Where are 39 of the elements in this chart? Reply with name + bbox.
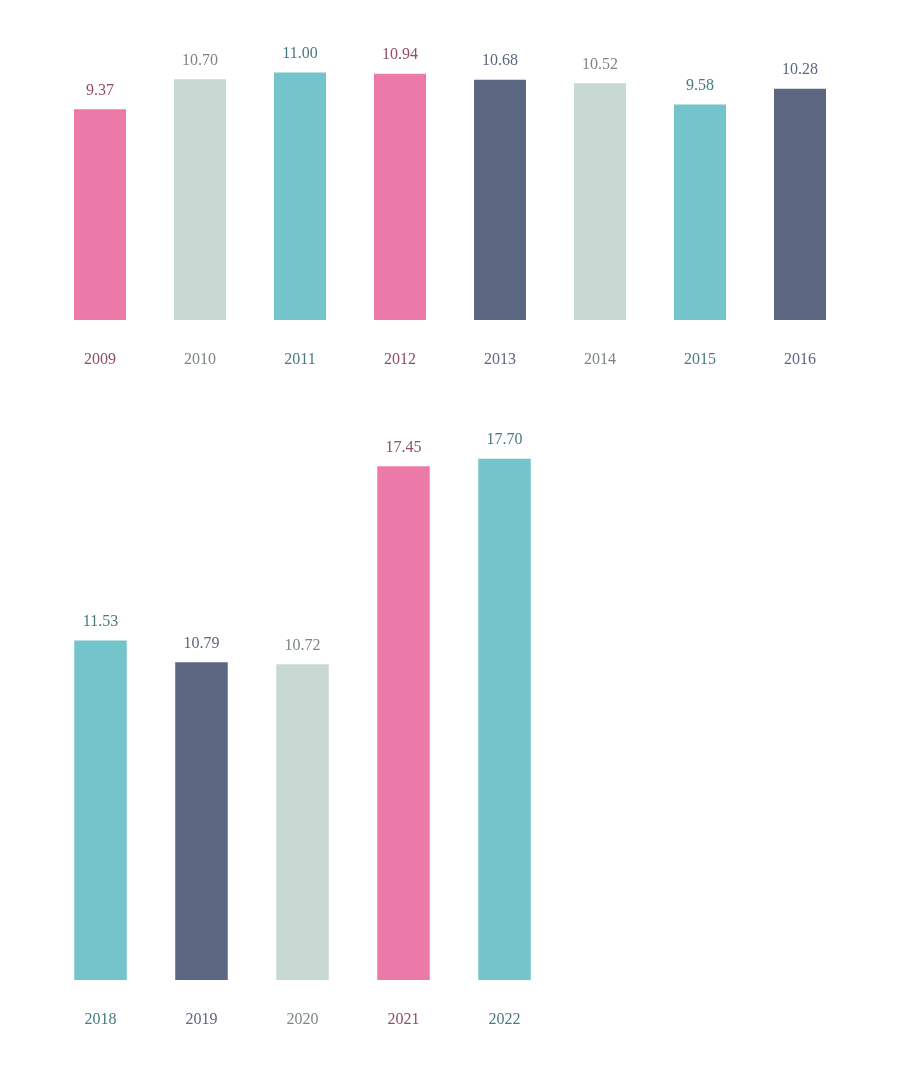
bar bbox=[774, 88, 826, 320]
data-label: 9.58 bbox=[686, 75, 714, 93]
bar bbox=[674, 104, 726, 320]
x-tick-label: 2011 bbox=[284, 349, 316, 367]
bar bbox=[174, 79, 226, 320]
bar bbox=[175, 662, 228, 980]
bar bbox=[374, 73, 426, 320]
data-label: 9.37 bbox=[86, 80, 114, 98]
x-tick-label: 2014 bbox=[584, 349, 616, 367]
data-label: 17.45 bbox=[385, 437, 422, 455]
bar bbox=[478, 458, 531, 980]
data-label: 10.79 bbox=[183, 633, 220, 651]
x-tick-label: 2010 bbox=[184, 349, 216, 367]
bar bbox=[377, 466, 430, 980]
data-label: 17.70 bbox=[486, 430, 523, 448]
x-tick-label: 2012 bbox=[384, 349, 416, 367]
x-tick-label: 2020 bbox=[286, 1009, 319, 1027]
data-label: 10.72 bbox=[284, 635, 321, 653]
x-tick-label: 2018 bbox=[84, 1009, 117, 1027]
bar bbox=[574, 83, 626, 320]
data-label: 10.68 bbox=[482, 51, 518, 69]
data-label: 10.28 bbox=[782, 60, 818, 78]
x-tick-label: 2022 bbox=[488, 1009, 521, 1027]
bar bbox=[276, 664, 329, 980]
data-label: 10.70 bbox=[182, 50, 218, 68]
data-label: 10.52 bbox=[582, 54, 618, 72]
bar bbox=[274, 72, 326, 320]
bar bbox=[74, 640, 127, 980]
x-tick-label: 2015 bbox=[684, 349, 716, 367]
x-tick-label: 2016 bbox=[784, 349, 816, 367]
data-label: 10.94 bbox=[382, 45, 418, 63]
x-tick-label: 2013 bbox=[484, 349, 516, 367]
data-label: 11.00 bbox=[282, 44, 318, 61]
x-tick-label: 2009 bbox=[84, 349, 116, 367]
data-label: 11.53 bbox=[82, 612, 119, 630]
bar bbox=[74, 109, 126, 320]
x-tick-label: 2019 bbox=[185, 1009, 218, 1027]
x-tick-label: 2021 bbox=[387, 1009, 420, 1027]
bar bbox=[474, 79, 526, 320]
